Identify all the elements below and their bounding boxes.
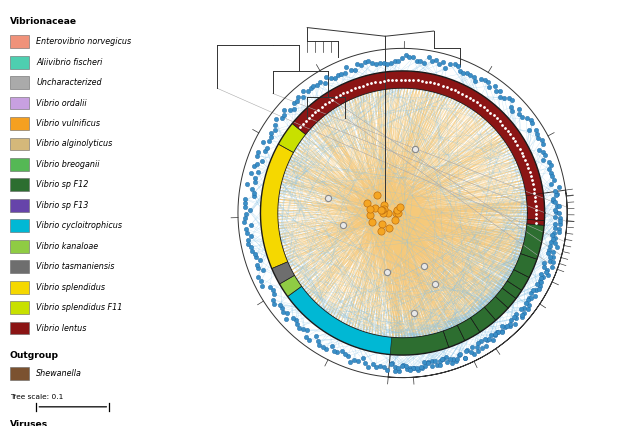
Bar <box>10 76 29 89</box>
Wedge shape <box>495 288 516 308</box>
Text: Shewanella: Shewanella <box>36 368 82 378</box>
Wedge shape <box>458 318 480 341</box>
Wedge shape <box>502 281 521 299</box>
Text: Viruses: Viruses <box>10 420 48 426</box>
Text: Vibrio sp F13: Vibrio sp F13 <box>36 201 89 210</box>
Wedge shape <box>279 124 305 153</box>
Text: Aliivibrio fischeri: Aliivibrio fischeri <box>36 58 103 67</box>
Wedge shape <box>514 253 537 277</box>
Wedge shape <box>484 296 508 320</box>
Wedge shape <box>470 307 496 332</box>
Text: Vibrio tasmaniensis: Vibrio tasmaniensis <box>36 262 115 271</box>
Bar <box>10 178 29 191</box>
Text: Vibrio sp F12: Vibrio sp F12 <box>36 180 89 190</box>
Bar <box>10 117 29 130</box>
Wedge shape <box>390 224 544 355</box>
Text: Outgroup: Outgroup <box>10 351 59 360</box>
Text: Vibrio splendidus: Vibrio splendidus <box>36 282 105 292</box>
Text: Vibrio breoganii: Vibrio breoganii <box>36 160 100 169</box>
Text: Vibrionaceae: Vibrionaceae <box>10 17 77 26</box>
Wedge shape <box>526 193 544 220</box>
Text: Vibrio vulnificus: Vibrio vulnificus <box>36 119 100 128</box>
Text: Vibrio splendidus F11: Vibrio splendidus F11 <box>36 303 123 312</box>
Bar <box>10 260 29 273</box>
Bar <box>10 367 29 380</box>
Text: Vibrio alginolyticus: Vibrio alginolyticus <box>36 139 112 149</box>
Text: Vibrio kanaloae: Vibrio kanaloae <box>36 242 98 251</box>
Bar <box>10 322 29 334</box>
Bar <box>10 97 29 109</box>
Bar <box>10 199 29 212</box>
Text: Tree scale: 0.1: Tree scale: 0.1 <box>10 394 63 400</box>
Wedge shape <box>292 71 544 225</box>
Bar <box>10 158 29 171</box>
Bar <box>10 301 29 314</box>
Wedge shape <box>279 275 302 296</box>
Text: Vibrio lentus: Vibrio lentus <box>36 323 87 333</box>
Wedge shape <box>261 144 293 268</box>
Text: Uncharacterized: Uncharacterized <box>36 78 102 87</box>
Text: Enterovibrio norvegicus: Enterovibrio norvegicus <box>36 37 132 46</box>
Bar <box>10 219 29 232</box>
Bar <box>10 56 29 69</box>
Wedge shape <box>443 325 465 347</box>
Bar <box>10 35 29 48</box>
Wedge shape <box>521 219 544 259</box>
Bar <box>10 240 29 253</box>
Wedge shape <box>507 270 529 291</box>
Text: Vibrio cycloitrophicus: Vibrio cycloitrophicus <box>36 221 123 230</box>
Bar <box>10 138 29 150</box>
Bar <box>10 281 29 294</box>
Wedge shape <box>272 262 295 284</box>
Wedge shape <box>288 286 449 355</box>
Text: Vibrio ordalii: Vibrio ordalii <box>36 98 87 108</box>
